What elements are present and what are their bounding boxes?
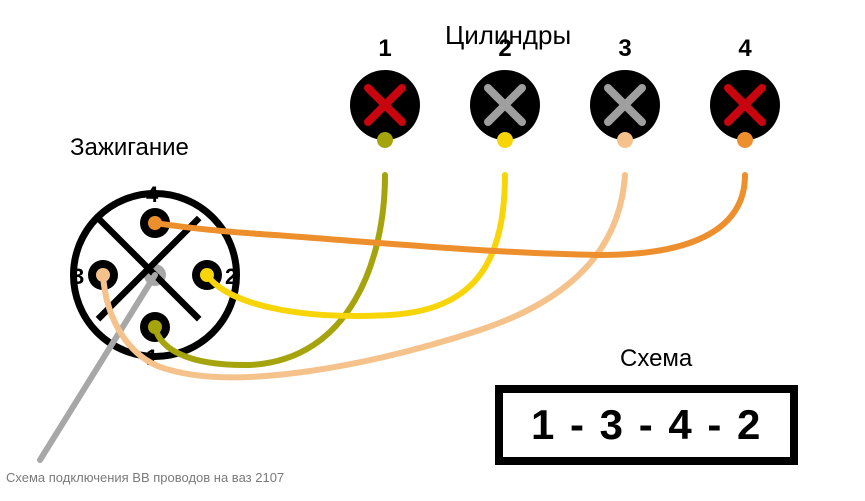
cylinder-x-icon (710, 70, 780, 140)
wire (207, 175, 505, 316)
distributor-socket-number: 2 (225, 264, 237, 290)
distributor (70, 190, 240, 360)
cylinder-x-icon (470, 70, 540, 140)
distributor-socket-dot (148, 216, 162, 230)
cylinder: 4 (710, 70, 780, 140)
ignition-title: Зажигание (70, 134, 189, 162)
cylinder-x-icon (590, 70, 660, 140)
caption-text: Схема подключения ВВ проводов на ваз 210… (6, 470, 284, 485)
cylinder-number: 2 (470, 35, 540, 63)
distributor-socket (140, 312, 170, 342)
cylinder-number: 1 (350, 35, 420, 63)
distributor-socket (88, 260, 118, 290)
cylinder: 3 (590, 70, 660, 140)
firing-order-box: 1 - 3 - 4 - 2 (495, 385, 798, 465)
cylinder: 1 (350, 70, 420, 140)
cylinder: 2 (470, 70, 540, 140)
cylinder-number: 3 (590, 35, 660, 63)
distributor-socket-number: 1 (146, 345, 158, 371)
cylinder-wire-dot (617, 132, 633, 148)
cylinder-wire-dot (497, 132, 513, 148)
diagram-stage: Цилиндры Зажигание 1234 1234 Схема 1 - 3… (0, 0, 865, 501)
cylinder-number: 4 (710, 35, 780, 63)
distributor-socket (140, 208, 170, 238)
cylinder-x-icon (350, 70, 420, 140)
distributor-socket-number: 3 (72, 264, 84, 290)
distributor-socket-dot (96, 268, 110, 282)
cylinder-wire-dot (737, 132, 753, 148)
distributor-socket-dot (148, 320, 162, 334)
distributor-socket-number: 4 (146, 182, 158, 208)
wire (155, 175, 745, 255)
cylinder-wire-dot (377, 132, 393, 148)
distributor-socket (192, 260, 222, 290)
distributor-socket-dot (200, 268, 214, 282)
firing-order-title: Схема (620, 345, 692, 373)
